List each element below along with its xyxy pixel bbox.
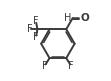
Text: F: F [27,24,32,34]
Text: F: F [33,32,39,42]
Text: F: F [68,61,74,71]
Text: F: F [42,61,48,71]
Text: F: F [33,16,39,26]
Text: O: O [80,13,89,23]
Text: H: H [64,13,72,23]
